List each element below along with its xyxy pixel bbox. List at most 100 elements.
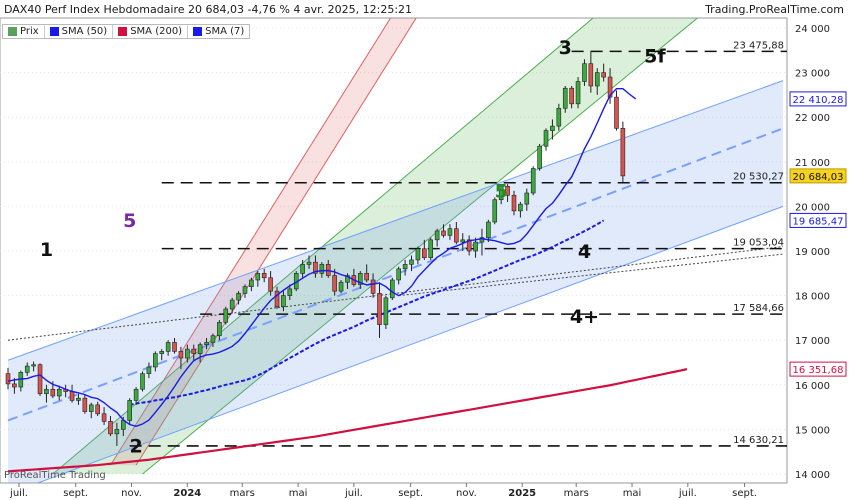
indicator-legend: Prix SMA (50) SMA (200) SMA (7) bbox=[2, 24, 251, 39]
x-tick-label: juil. bbox=[9, 488, 28, 499]
y-tick-label: 15 000 bbox=[795, 425, 830, 436]
candle-body bbox=[511, 194, 517, 212]
level-value-label: 17 584,66 bbox=[733, 303, 784, 314]
elliott-wave-label: 1 bbox=[40, 239, 53, 261]
candle-body bbox=[12, 383, 17, 388]
candle-body bbox=[543, 130, 549, 147]
legend-item-sma50[interactable]: SMA (50) bbox=[45, 25, 114, 38]
candle-body bbox=[498, 186, 504, 201]
candle-body bbox=[530, 168, 536, 194]
candle-body bbox=[24, 365, 30, 373]
level-value-label: 14 630,21 bbox=[733, 435, 784, 446]
candle-body bbox=[486, 221, 491, 238]
candle-body bbox=[185, 348, 190, 359]
candle-body bbox=[268, 277, 273, 292]
candle-body bbox=[178, 351, 184, 359]
candle-body bbox=[140, 373, 145, 390]
candle-body bbox=[377, 293, 382, 325]
candle-body bbox=[229, 299, 235, 310]
legend-item-sma200[interactable]: SMA (200) bbox=[113, 25, 189, 38]
legend-label-sma200: SMA (200) bbox=[130, 26, 183, 37]
candle-body bbox=[37, 364, 43, 395]
candle-body bbox=[390, 279, 395, 299]
trend-channel-fill bbox=[52, 18, 698, 474]
candle-body bbox=[242, 286, 248, 294]
price-badge bbox=[789, 91, 847, 107]
legend-swatch-sma7 bbox=[193, 27, 203, 36]
candle-body bbox=[332, 275, 337, 292]
elliott-wave-label: 4 bbox=[578, 241, 591, 263]
legend-label-price: Prix bbox=[20, 26, 39, 37]
candle-body bbox=[345, 275, 350, 283]
trend-channel-lower-line bbox=[142, 18, 699, 475]
candle-body bbox=[575, 81, 581, 105]
candle-body bbox=[460, 239, 466, 243]
candle-body bbox=[614, 96, 619, 129]
x-tick-label: mars bbox=[230, 488, 255, 499]
y-tick-label: 16 000 bbox=[795, 381, 830, 392]
y-tick-label: 23 000 bbox=[795, 69, 830, 80]
legend-label-sma50: SMA (50) bbox=[61, 26, 108, 37]
candle-body bbox=[261, 272, 267, 279]
candle-body bbox=[69, 391, 75, 401]
price-badge-label: 22 410,28 bbox=[793, 95, 844, 106]
candle-body bbox=[582, 63, 587, 82]
candle-body bbox=[274, 290, 280, 308]
candle-body bbox=[607, 76, 613, 98]
plot-layer: 1 2 5 3 5 4 4+ 5f bbox=[5, 18, 787, 483]
candle-body bbox=[319, 264, 325, 274]
candle-body bbox=[127, 400, 132, 421]
candle-body bbox=[428, 239, 434, 258]
x-tick-label: juil. bbox=[344, 488, 363, 499]
candle-body bbox=[364, 272, 369, 281]
candle-body bbox=[197, 344, 203, 354]
x-tick-label: juil. bbox=[678, 488, 697, 499]
candle-body bbox=[338, 281, 344, 292]
legend-item-price[interactable]: Prix bbox=[3, 25, 45, 38]
candle-body bbox=[306, 261, 312, 265]
candle-body bbox=[473, 241, 478, 252]
x-tick-label: 2025 bbox=[508, 488, 536, 499]
candle-body bbox=[492, 199, 498, 223]
candle-body bbox=[422, 248, 427, 258]
trend-channel-lower-line bbox=[135, 18, 417, 466]
x-tick-label: nov. bbox=[456, 488, 477, 499]
watermark: ProRealTime Trading bbox=[4, 470, 106, 481]
y-tick-label: 21 000 bbox=[795, 158, 830, 169]
candle-body bbox=[447, 228, 453, 236]
candle-body bbox=[537, 145, 542, 169]
trend-line bbox=[7, 127, 784, 422]
level-value-label: 19 053,04 bbox=[733, 238, 784, 249]
candle-body bbox=[357, 272, 363, 285]
price-badge bbox=[789, 212, 847, 228]
candle-body bbox=[165, 342, 171, 352]
candle-body bbox=[101, 413, 107, 422]
candle-body bbox=[370, 279, 376, 294]
candle-body bbox=[153, 353, 158, 368]
candle-body bbox=[601, 72, 606, 78]
candle-body bbox=[108, 421, 113, 435]
sma50-line bbox=[129, 219, 605, 406]
candle-body bbox=[434, 230, 440, 241]
trend-channel-upper-line bbox=[7, 80, 784, 361]
x-tick-label: mars bbox=[564, 488, 589, 499]
x-tick-label: nov. bbox=[121, 488, 142, 499]
brand-label: Trading.ProRealTime.com bbox=[705, 3, 844, 16]
candle-body bbox=[550, 125, 555, 131]
trend-channel-upper-line bbox=[110, 18, 392, 466]
candle-body bbox=[159, 351, 165, 354]
candle-body bbox=[95, 404, 100, 415]
candle-body bbox=[255, 272, 261, 281]
x-tick-label: mai bbox=[623, 488, 642, 499]
candle-body bbox=[50, 388, 56, 397]
candle-body bbox=[594, 72, 600, 87]
candle-body bbox=[236, 293, 241, 301]
candle-body bbox=[172, 342, 177, 352]
candle-body bbox=[383, 297, 389, 325]
legend-item-sma7[interactable]: SMA (7) bbox=[188, 25, 249, 38]
candle-body bbox=[396, 268, 401, 281]
candle-body bbox=[313, 261, 318, 274]
candle-body bbox=[569, 87, 574, 105]
x-tick-label: mai bbox=[289, 488, 308, 499]
